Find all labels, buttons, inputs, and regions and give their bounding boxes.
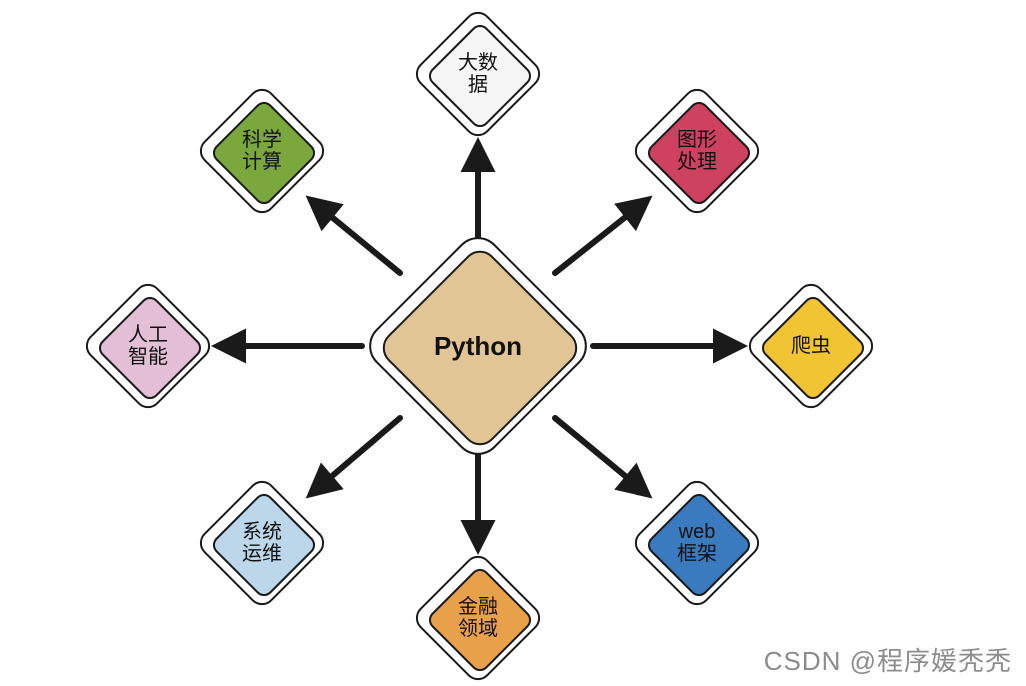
node-sci: 科学 计算 [214, 103, 310, 199]
node-label-web: web 框架 [649, 495, 745, 591]
arrow-1 [555, 200, 647, 273]
node-ops: 系统 运维 [214, 495, 310, 591]
diagram-canvas: CSDN @程序媛秃秃 Python 大数 据图形 处理 科学 计算爬虫 人工 智能 w… [0, 0, 1026, 686]
node-bigdata: 大数 据 [430, 26, 526, 122]
node-python: Python [394, 262, 562, 430]
node-label-sci: 科学 计算 [214, 103, 310, 199]
node-label-python: Python [394, 262, 562, 430]
node-label-graphics: 图形 处理 [649, 103, 745, 199]
node-crawler: 爬虫 [763, 298, 859, 394]
node-ai: 人工 智能 [100, 298, 196, 394]
node-label-bigdata: 大数 据 [430, 26, 526, 122]
node-label-ai: 人工 智能 [100, 298, 196, 394]
node-label-finance: 金融 领域 [430, 570, 526, 666]
arrow-2 [311, 200, 400, 273]
arrow-5 [555, 418, 647, 494]
node-graphics: 图形 处理 [649, 103, 745, 199]
node-finance: 金融 领域 [430, 570, 526, 666]
arrow-6 [311, 418, 400, 494]
node-web: web 框架 [649, 495, 745, 591]
node-label-ops: 系统 运维 [214, 495, 310, 591]
watermark-text: CSDN @程序媛秃秃 [764, 641, 1012, 678]
node-label-crawler: 爬虫 [763, 298, 859, 394]
